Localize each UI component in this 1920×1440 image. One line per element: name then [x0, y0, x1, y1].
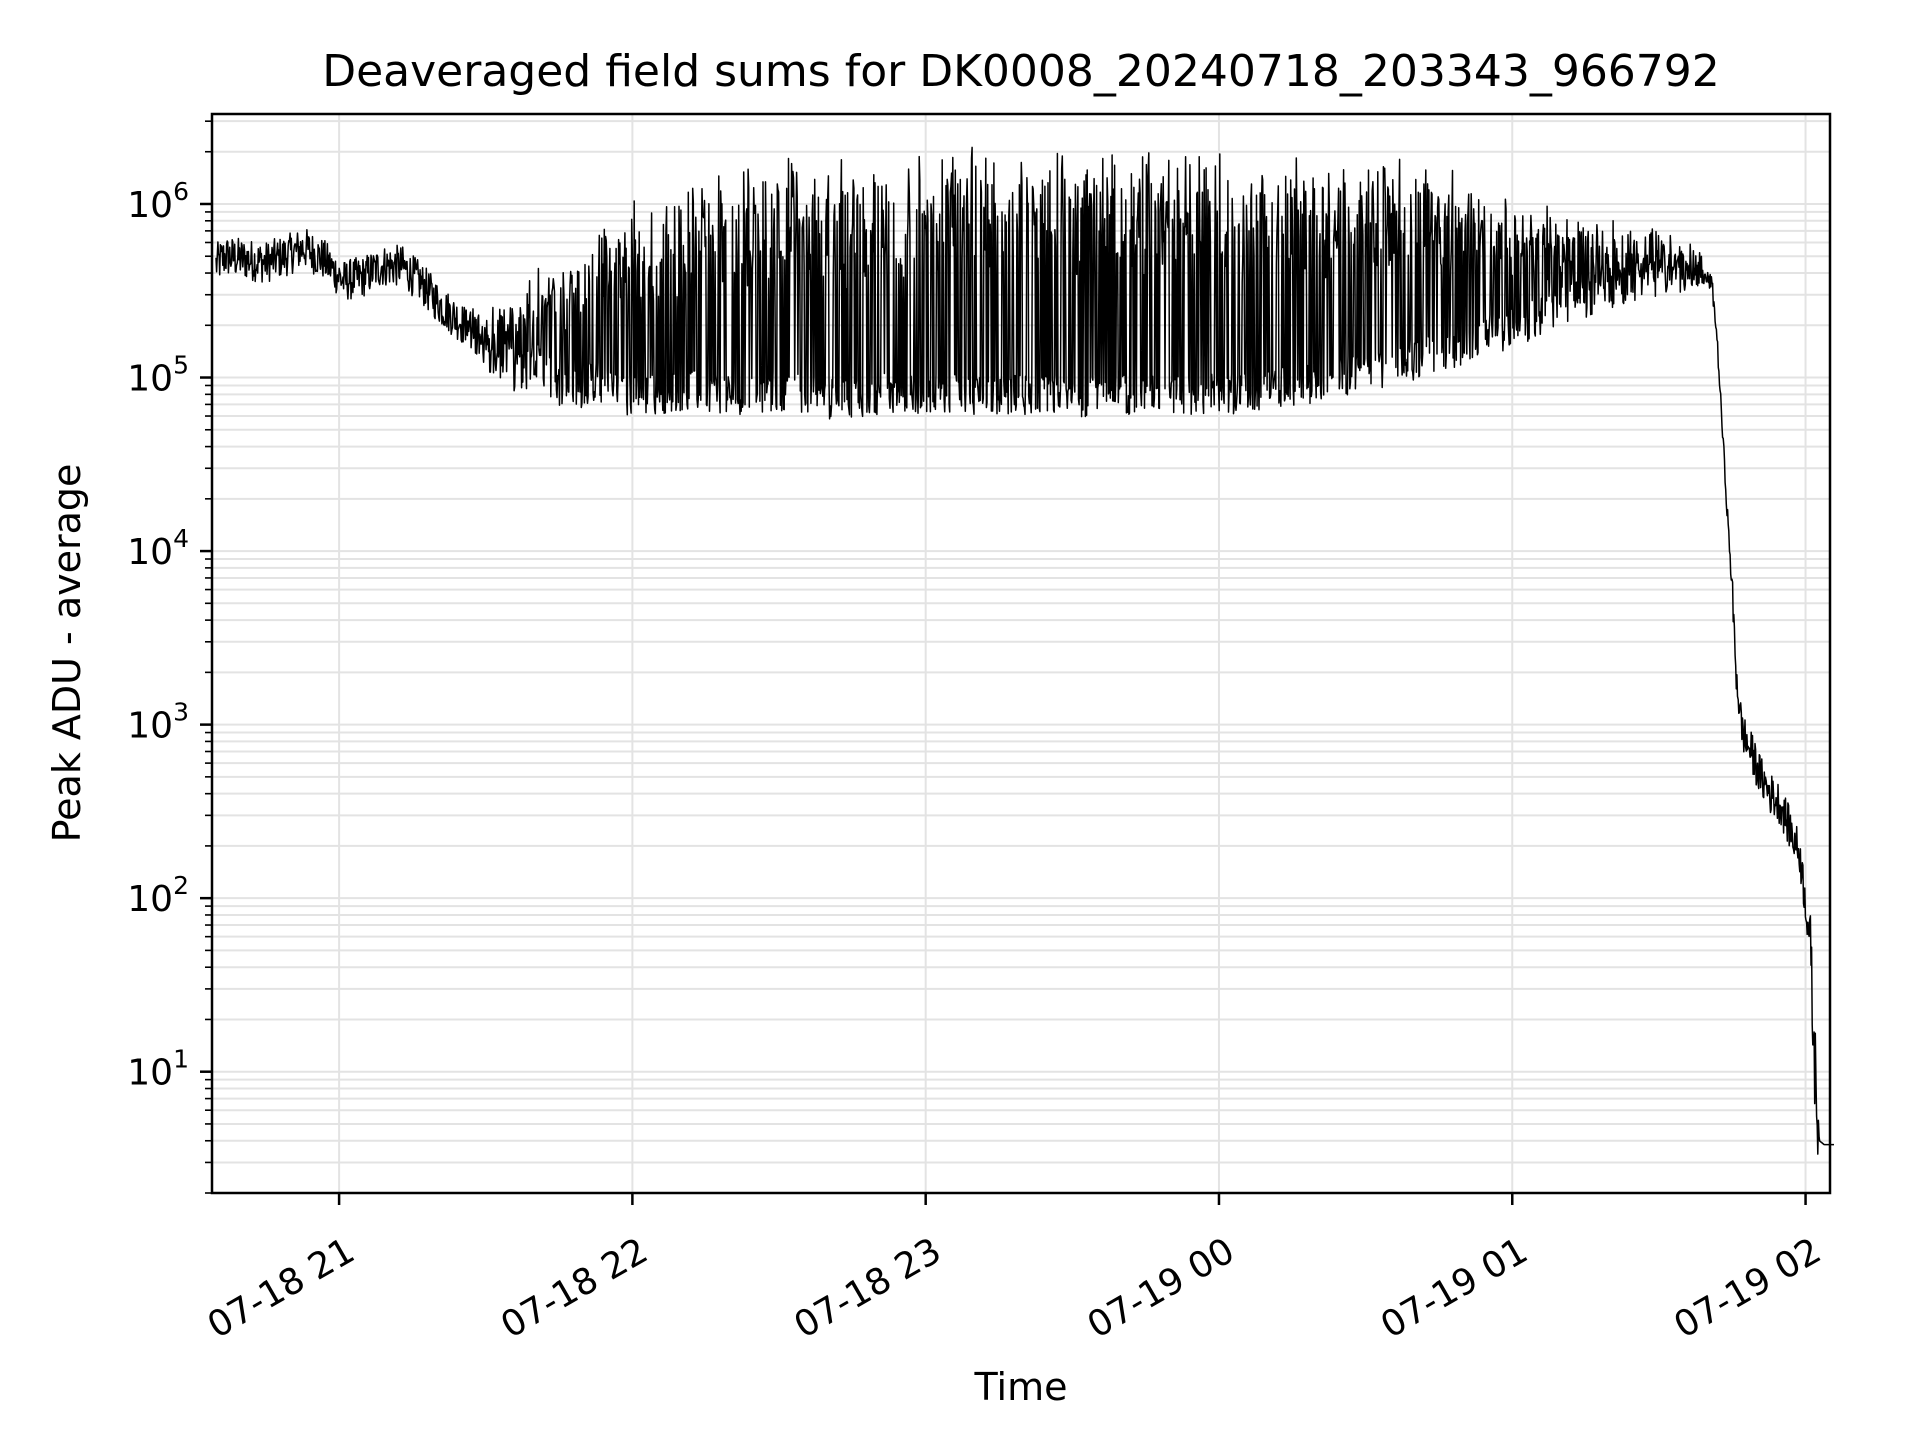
y-tick-label: 104 [127, 524, 189, 573]
x-tick-label: 07-19 01 [1374, 1230, 1535, 1346]
y-tick-label: 102 [127, 871, 189, 920]
y-axis-label: Peak ADU - average [45, 464, 89, 843]
x-tick-label: 07-19 02 [1667, 1230, 1828, 1346]
y-tick-label: 105 [127, 351, 189, 400]
chart-title: Deaveraged field sums for DK0008_2024071… [322, 46, 1720, 97]
y-tick-label: 106 [127, 177, 189, 226]
y-tick-label: 103 [127, 698, 189, 747]
series-line [215, 146, 1835, 1155]
x-tick-label: 07-18 23 [788, 1230, 949, 1346]
x-tick-label: 07-18 22 [494, 1230, 655, 1346]
x-tick-label: 07-19 00 [1081, 1230, 1242, 1346]
x-axis-label: Time [974, 1365, 1068, 1409]
x-tick-label: 07-18 21 [201, 1230, 362, 1346]
plot-area-frame [210, 112, 1832, 1195]
y-tick-label: 101 [127, 1045, 189, 1094]
